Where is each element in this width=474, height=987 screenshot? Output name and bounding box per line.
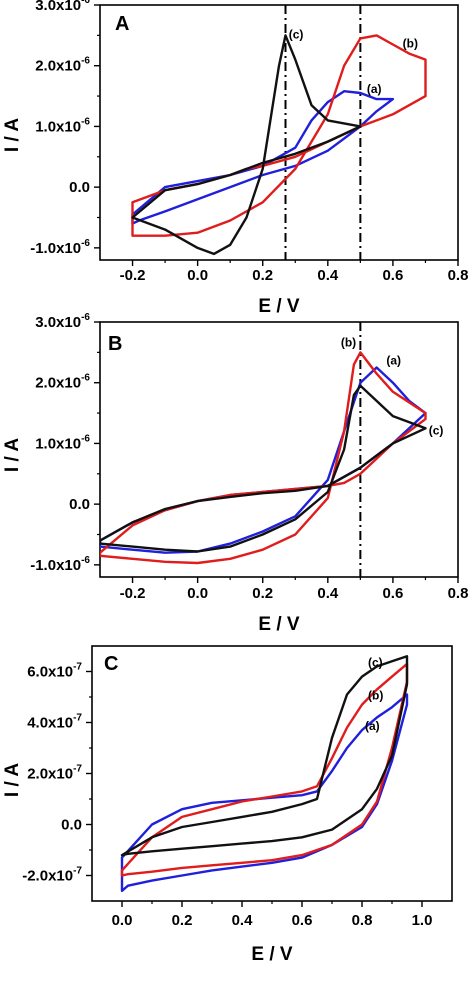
series-label-b: (b) [368, 689, 383, 703]
x-axis-title: E / V [258, 614, 300, 635]
y-axis-title: I / A [2, 118, 23, 152]
series-label-c: (c) [429, 423, 444, 437]
y-tick-label: 4.0x10-7 [27, 713, 82, 732]
y-axis-title: I / A [2, 763, 23, 797]
x-tick-label: 0.4 [232, 912, 254, 929]
x-tick-label: 0.6 [382, 267, 403, 284]
x-tick-label: 0.0 [187, 585, 208, 602]
series-label-c: (c) [368, 655, 383, 669]
x-tick-label: 0.2 [252, 267, 273, 284]
y-tick-label: 6.0x10-7 [27, 662, 82, 681]
series-line-c [100, 384, 427, 553]
y-tick-label: 2.0x10-7 [27, 764, 82, 783]
x-axis-title: E / V [258, 296, 300, 317]
x-tick-label: 0.0 [112, 912, 133, 929]
series-line-b [120, 662, 409, 877]
series-label-a: (a) [367, 82, 382, 96]
y-tick-label: -1.0x10-6 [30, 555, 90, 574]
y-tick-label: -1.0x10-6 [30, 238, 90, 257]
x-tick-label: 0.6 [382, 585, 403, 602]
x-tick-label: 0.2 [172, 912, 193, 929]
y-tick-label: 0.0 [69, 496, 90, 513]
y-tick-label: 3.0x10-6 [35, 312, 90, 331]
series-label-a: (a) [386, 354, 401, 368]
x-tick-label: -0.2 [120, 585, 146, 602]
series-line-a [131, 90, 395, 225]
x-tick-label: 0.8 [448, 585, 469, 602]
x-tick-label: 0.4 [317, 267, 339, 284]
x-tick-label: 0.2 [252, 585, 273, 602]
y-tick-label: 1.0x10-6 [35, 116, 90, 135]
x-tick-label: 0.6 [292, 912, 313, 929]
series-line-c [120, 655, 409, 857]
panel-letter: C [104, 653, 118, 675]
plot-frame [99, 4, 459, 261]
series-label-c: (c) [289, 27, 304, 41]
series-label-a: (a) [365, 719, 380, 733]
series-label-b: (b) [403, 37, 418, 51]
y-tick-label: 1.0x10-6 [35, 433, 90, 452]
x-tick-label: 0.4 [317, 585, 339, 602]
y-tick-label: 2.0x10-6 [35, 56, 90, 75]
y-tick-label: 0.0 [69, 179, 90, 196]
panel-b: -0.2 0.0 0.2 0.4 0.6 0.8 -1.0x10-6 0.0 1.0x10-6 2… [2, 312, 468, 635]
plot-frame [99, 321, 459, 578]
panel-a: -0.2 0.0 0.2 0.4 0.6 0.8 -1.0x10-6 0.0 1.0x10-6 2… [2, 0, 468, 317]
x-tick-label: 0.8 [352, 912, 373, 929]
y-axis-title: I / A [2, 438, 23, 472]
y-tick-label: 0.0 [61, 817, 82, 834]
panel-letter: B [108, 333, 122, 355]
y-tick-label: 2.0x10-6 [35, 373, 90, 392]
x-tick-label: 1.0 [412, 912, 433, 929]
x-tick-label: -0.2 [120, 267, 146, 284]
panel-letter: A [115, 13, 129, 35]
y-tick-label: 3.0x10-6 [35, 0, 90, 14]
series-label-b: (b) [341, 335, 356, 349]
x-tick-label: 0.0 [187, 267, 208, 284]
series-line-c [131, 34, 362, 256]
y-tick-label: -2.0x10-7 [22, 866, 82, 885]
panel-c: 0.0 0.2 0.4 0.6 0.8 1.0 -2.0x10-7 0.0 2.0x10-7 4.… [2, 645, 453, 965]
x-axis-title: E / V [251, 944, 293, 965]
x-tick-label: 0.8 [448, 267, 469, 284]
